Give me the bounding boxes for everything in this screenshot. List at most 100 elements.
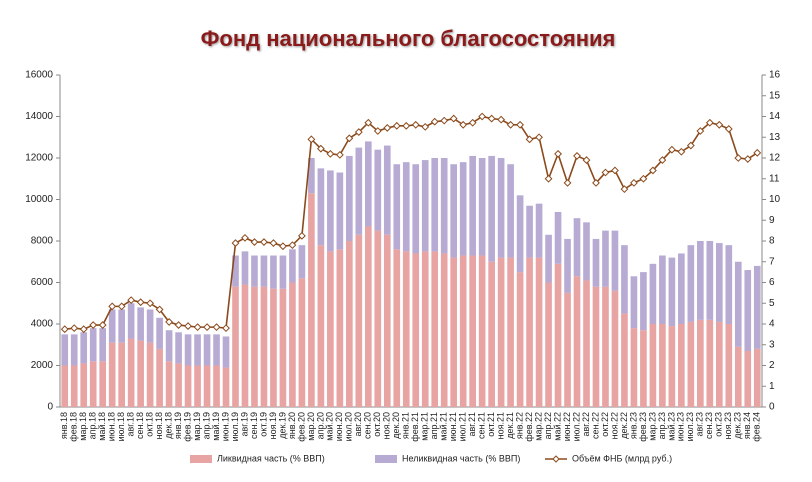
x-tick-label: сен.18 [135,412,145,439]
x-tick-label: янв.21 [401,412,411,439]
line-marker [155,305,164,314]
x-tick-label: фев.24 [752,412,762,442]
line-marker [260,238,268,246]
x-tick-label: окт.23 [714,412,724,437]
line-marker [203,323,211,332]
line-marker [667,145,676,154]
y-tick-label: 6000 [31,277,54,288]
line-marker [250,238,259,246]
line-marker [364,118,373,127]
bar-segment [753,265,761,349]
bar-segment [753,348,761,407]
bar-segment [573,276,581,407]
x-tick-label: дек.22 [619,412,629,439]
line-marker [193,323,202,332]
bar-segment [687,245,695,322]
bar-segment [507,164,514,258]
y2-tick-label: 1 [769,381,775,392]
bar-segment [194,365,201,407]
x-tick-label: сен.19 [249,412,259,439]
line-marker [222,324,230,333]
x-tick-label: июл.23 [685,412,695,441]
line-marker [753,148,762,157]
line-marker [535,133,543,142]
bar-segment [734,346,742,407]
line-marker [174,321,183,329]
bar-segment [640,330,647,407]
bar-segment [260,286,268,407]
y-tick-label: 14000 [25,111,53,122]
bar-segment [640,272,647,331]
bar-segment [725,245,733,324]
y2-tick-label: 4 [769,319,775,330]
x-tick-label: мар.22 [533,412,543,441]
x-tick-label: май.18 [97,412,107,441]
line-marker [231,239,240,247]
y2-tick-label: 5 [769,298,775,309]
bar-segment [678,324,685,407]
line-marker [516,120,525,129]
bar-segment [364,226,372,407]
bar-segment [621,313,628,407]
line-marker [734,154,743,162]
bar-segment [165,330,173,362]
line-marker [449,114,458,123]
bar-segment [194,334,201,366]
y-tick-label: 10000 [25,194,53,205]
x-tick-label: июн.20 [334,412,344,441]
bar-segment [659,324,666,407]
line-marker [241,233,249,242]
bar-segment [535,257,543,407]
bar-segment [222,336,230,368]
x-tick-label: сен.20 [363,412,373,439]
bar-segment [241,284,249,407]
bar-segment [526,205,533,258]
bar-segment [497,158,505,258]
y2-tick-label: 7 [769,256,775,267]
line-marker [335,150,344,159]
bar-segment [469,255,476,407]
y-tick-label: 12000 [25,153,53,164]
bar-segment [507,257,514,407]
line-marker [677,147,686,156]
line-marker [620,185,629,194]
bar-segment [611,290,619,407]
line-marker [686,141,695,150]
bar-segment [583,222,590,281]
line-marker [373,127,382,135]
bar-segment [89,328,97,362]
bar-segment [317,245,325,407]
bar-segment [715,321,723,407]
bar-segment [697,319,704,407]
bar-segment [203,365,211,407]
line-marker [421,122,430,131]
bar-segment [450,164,458,258]
bar-segment [421,160,429,252]
bar-segment [611,230,619,291]
bar-segment [355,234,363,407]
bar-segment [108,342,116,407]
x-tick-label: ноя.19 [268,412,278,439]
line-marker [89,321,98,329]
y2-tick-label: 14 [769,111,781,122]
x-tick-label: дек.21 [505,412,515,439]
bar-segment [70,365,78,407]
y2-tick-label: 16 [769,70,781,81]
bar-segment [137,340,144,407]
x-tick-label: мар.23 [647,412,657,441]
x-tick-label: авг.18 [126,412,136,436]
bar-segment [383,234,391,407]
x-tick-label: янв.18 [59,412,69,439]
x-tick-label: дек.19 [277,412,287,439]
x-tick-label: июл.22 [571,412,581,441]
bar-segment [260,255,268,287]
x-tick-label: мар.20 [306,412,316,441]
line-marker [316,144,325,153]
bar-segment [412,164,420,254]
x-tick-label: апр.21 [429,412,439,439]
bar-segment [118,309,125,343]
bar-segment [327,170,334,252]
bar-segment [213,365,220,407]
bar-segment [232,286,239,407]
x-tick-label: фев.20 [296,412,306,442]
